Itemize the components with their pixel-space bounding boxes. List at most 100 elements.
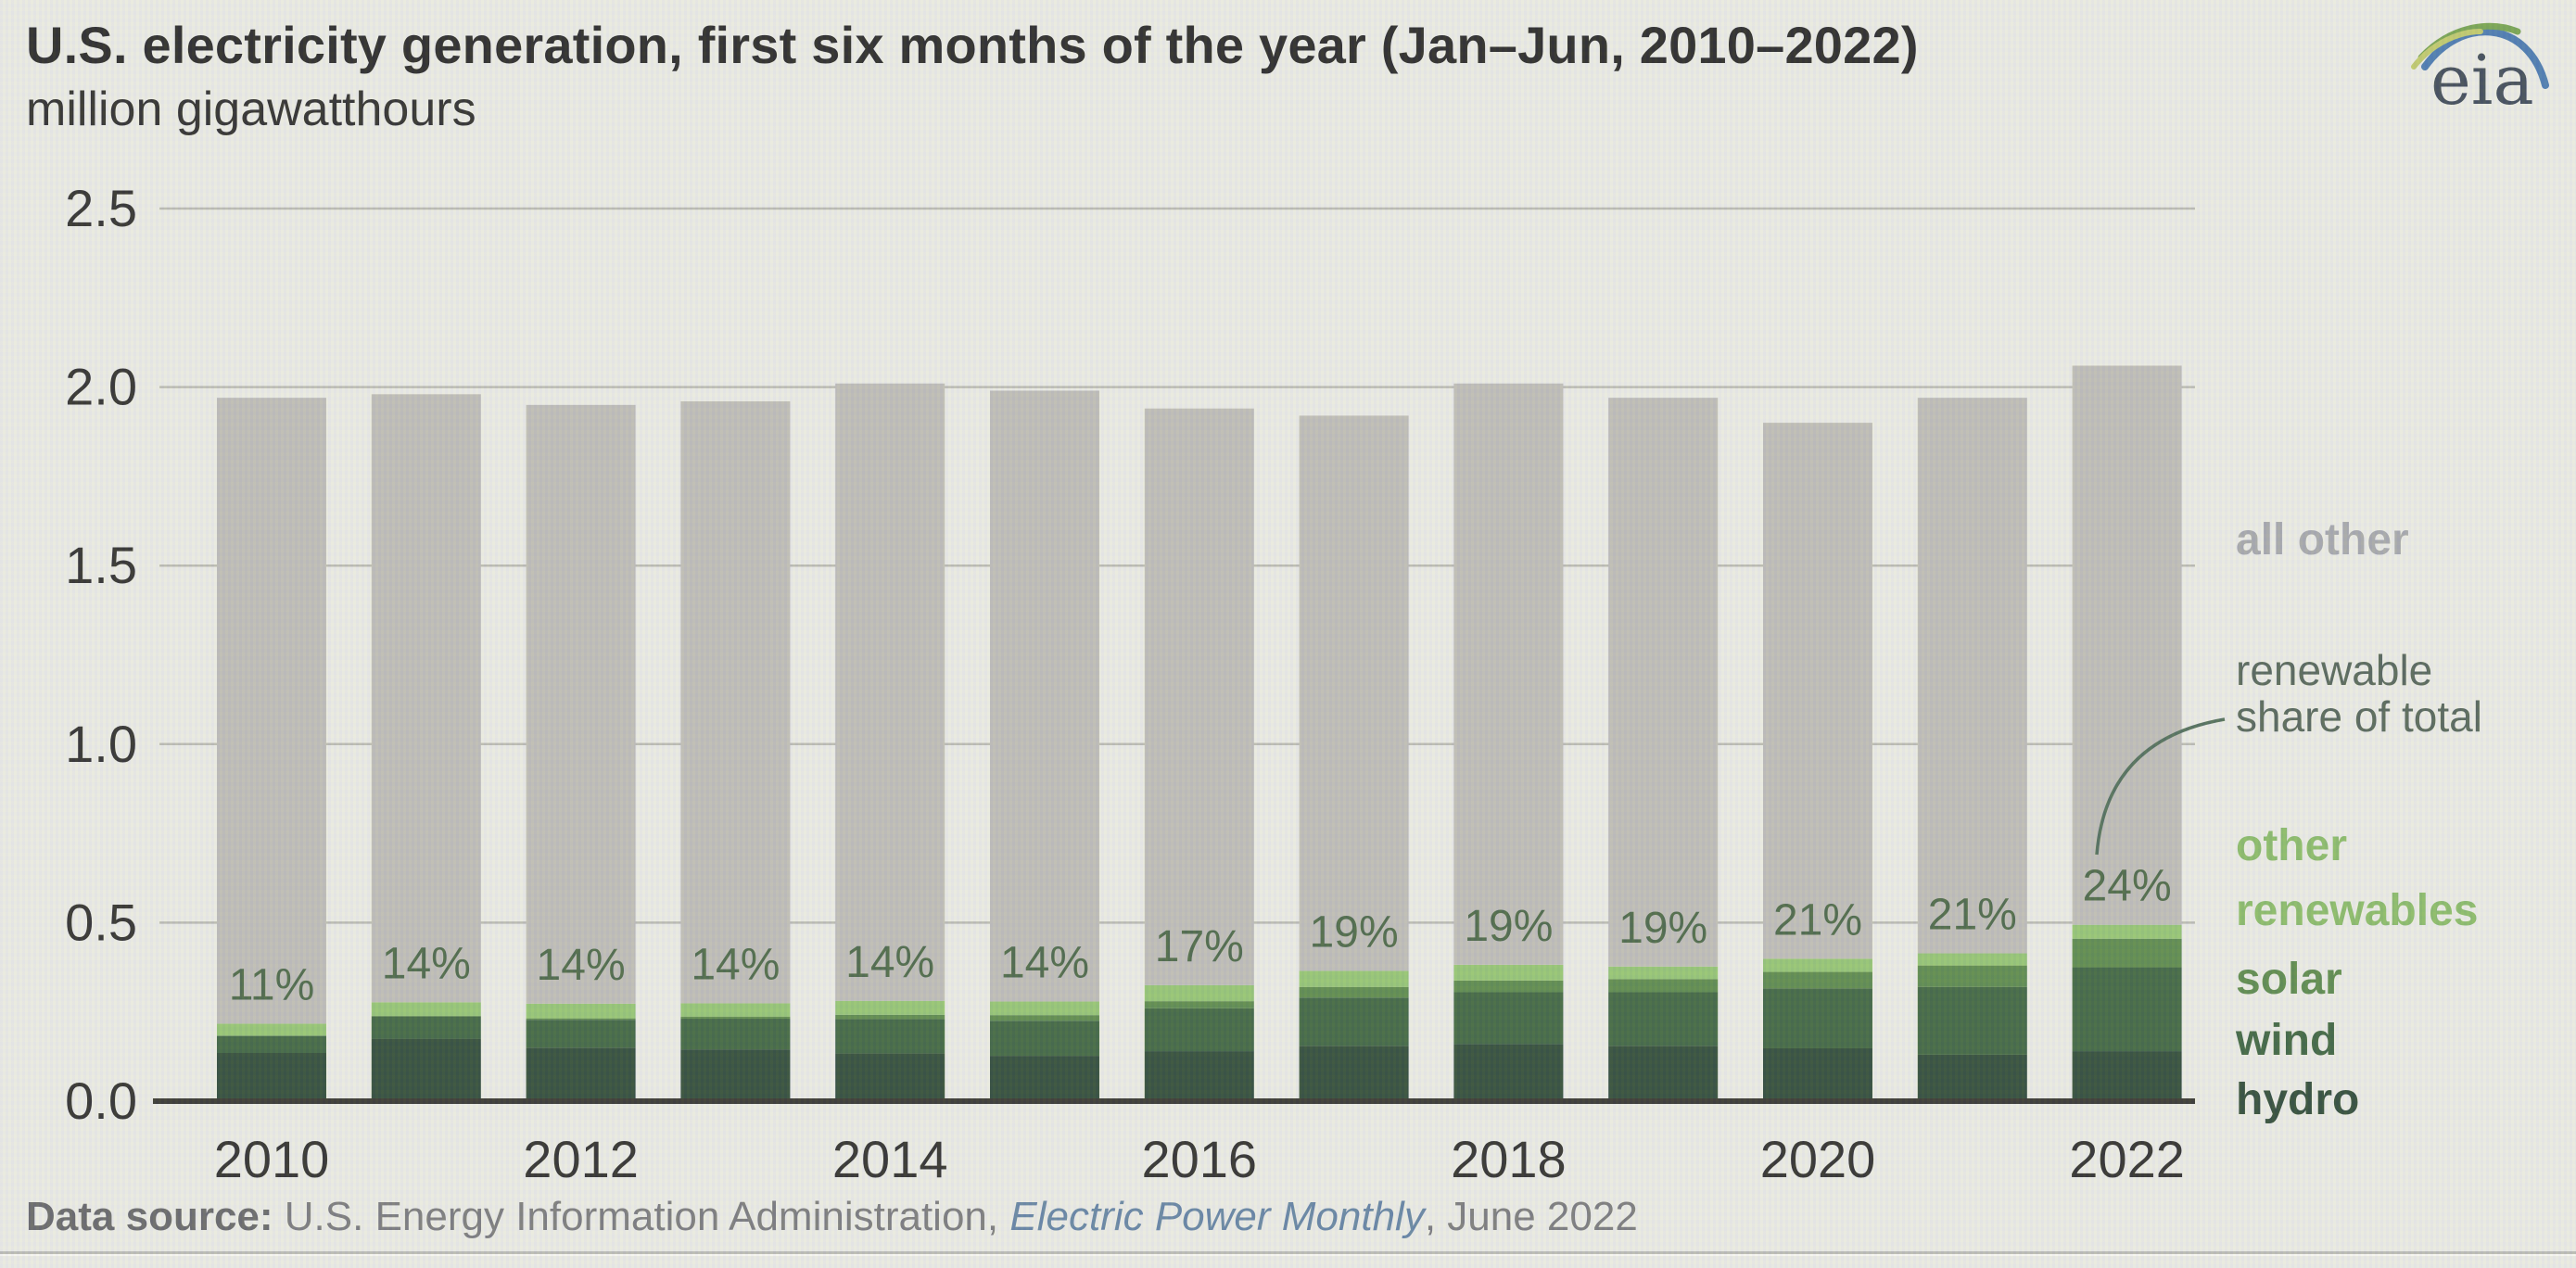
chart-units-subtitle: million gigawatthours xyxy=(26,82,476,136)
bar-segment-other-renewables-2010 xyxy=(217,1023,326,1036)
callout-curve xyxy=(2095,717,2226,856)
bar-segment-hydro-2013 xyxy=(680,1049,791,1101)
bar-segment-wind-2019 xyxy=(1608,992,1719,1046)
bar-segment-all-other-2020 xyxy=(1763,423,1872,959)
bar-segment-other-renewables-2016 xyxy=(1144,984,1254,1002)
bar-segment-other-renewables-2018 xyxy=(1453,964,1564,981)
bar-segment-solar-2014 xyxy=(835,1014,945,1020)
renewable-share-label-2018: 19% xyxy=(1464,902,1553,951)
legend-item-all-other: all other xyxy=(2236,512,2409,569)
bar-segment-all-other-2011 xyxy=(371,394,481,1003)
page-title: U.S. electricity generation, first six m… xyxy=(26,16,1919,74)
x-axis-tick-2020: 2020 xyxy=(1760,1130,1876,1188)
legend-label-wind: wind xyxy=(2236,1016,2338,1065)
bar-segment-solar-2012 xyxy=(526,1018,636,1021)
bar-segment-hydro-2016 xyxy=(1144,1051,1254,1101)
legend-label-other-renewables-line2: renewables xyxy=(2236,886,2479,935)
bar-segment-solar-2010 xyxy=(217,1035,326,1036)
logo-yellow-arc-icon xyxy=(2411,29,2483,70)
bar-segment-hydro-2017 xyxy=(1299,1046,1409,1101)
bar-segment-all-other-2013 xyxy=(680,401,791,1004)
y-axis-tick-1.0: 1.0 xyxy=(65,715,137,773)
x-axis-tick-2018: 2018 xyxy=(1451,1130,1567,1188)
renewable-share-label-2021: 21% xyxy=(1928,891,2017,940)
legend-item-other-renewables: other renewables xyxy=(2236,814,2478,944)
renewable-share-label-2011: 14% xyxy=(382,939,471,988)
bar-segment-solar-2011 xyxy=(371,1015,481,1017)
x-axis-tick-2022: 2022 xyxy=(2069,1130,2185,1188)
bar-segment-wind-2013 xyxy=(680,1019,791,1050)
bar-segment-hydro-2014 xyxy=(835,1053,945,1101)
legend-label-renewable-share-line2: share of total xyxy=(2236,692,2482,741)
bar-segment-wind-2015 xyxy=(990,1021,1099,1057)
data-source-prefix: Data source: xyxy=(26,1194,273,1239)
renewable-share-label-2016: 17% xyxy=(1155,922,1244,971)
logo-blue-arc-icon xyxy=(2421,28,2549,89)
x-axis-tick-2010: 2010 xyxy=(214,1130,330,1188)
y-axis-tick-0.5: 0.5 xyxy=(65,893,137,951)
bar-segment-all-other-2017 xyxy=(1299,415,1409,971)
x-axis-line xyxy=(153,1098,2195,1104)
bar-segment-wind-2017 xyxy=(1299,997,1409,1046)
legend-label-solar: solar xyxy=(2236,955,2342,1004)
legend-label-renewable-share-line1: renewable xyxy=(2236,646,2433,694)
renewable-share-label-2022: 24% xyxy=(2083,862,2172,911)
bar-segment-hydro-2020 xyxy=(1763,1047,1872,1101)
x-axis-tick-2012: 2012 xyxy=(523,1130,639,1188)
bar-segment-hydro-2010 xyxy=(217,1052,326,1101)
bar-segment-wind-2022 xyxy=(2072,967,2182,1052)
bar-segment-other-renewables-2012 xyxy=(526,1003,636,1019)
renewable-share-label-2020: 21% xyxy=(1773,895,1862,945)
bar-segment-solar-2015 xyxy=(990,1015,1099,1021)
bar-segment-all-other-2012 xyxy=(526,404,636,1004)
y-axis-tick-1.5: 1.5 xyxy=(65,536,137,594)
renewable-share-label-2010: 11% xyxy=(229,960,315,1009)
bar-segment-hydro-2015 xyxy=(990,1056,1099,1101)
x-axis-tick-2016: 2016 xyxy=(1142,1130,1258,1188)
data-source-publication: Electric Power Monthly xyxy=(1009,1194,1425,1239)
bar-segment-wind-2020 xyxy=(1763,988,1872,1048)
bar-segment-other-renewables-2020 xyxy=(1763,958,1872,972)
bar-segment-solar-2021 xyxy=(1917,965,2027,987)
bar-segment-solar-2017 xyxy=(1299,986,1409,998)
bar-segment-other-renewables-2011 xyxy=(371,1002,481,1016)
bar-segment-solar-2013 xyxy=(680,1016,791,1020)
bar-segment-other-renewables-2017 xyxy=(1299,970,1409,987)
bar-segment-hydro-2012 xyxy=(526,1047,636,1101)
bar-segment-wind-2010 xyxy=(217,1035,326,1053)
renewable-share-label-2013: 14% xyxy=(691,940,780,989)
x-axis-tick-2014: 2014 xyxy=(832,1130,948,1188)
bar-segment-all-other-2019 xyxy=(1608,398,1719,967)
legend-label-all-other: all other xyxy=(2236,515,2409,564)
bar-segment-other-renewables-2015 xyxy=(990,1001,1099,1016)
bar-segment-hydro-2011 xyxy=(371,1038,481,1101)
bar-segment-wind-2011 xyxy=(371,1016,481,1039)
legend-label-other-renewables-line1: other xyxy=(2236,821,2347,870)
y-axis-tick-0.0: 0.0 xyxy=(65,1071,137,1130)
bar-segment-solar-2020 xyxy=(1763,971,1872,989)
legend-item-hydro: hydro xyxy=(2236,1071,2359,1129)
y-axis-tick-2.0: 2.0 xyxy=(65,358,137,416)
bar-segment-all-other-2014 xyxy=(835,383,945,1001)
bar-segment-other-renewables-2022 xyxy=(2072,924,2182,939)
bar-segment-all-other-2018 xyxy=(1453,383,1564,965)
data-source-text: U.S. Energy Information Administration, xyxy=(273,1194,1010,1239)
y-axis-tick-2.5: 2.5 xyxy=(65,179,137,237)
bar-segment-solar-2016 xyxy=(1144,1001,1254,1008)
bar-segment-all-other-2021 xyxy=(1917,398,2027,954)
bottom-separator xyxy=(0,1251,2576,1254)
data-source-suffix: , June 2022 xyxy=(1424,1194,1638,1239)
bar-segment-all-other-2016 xyxy=(1144,408,1254,985)
bar-segment-other-renewables-2013 xyxy=(680,1003,791,1017)
bar-segment-hydro-2021 xyxy=(1917,1054,2027,1101)
chart-header: U.S. electricity generation, first six m… xyxy=(26,17,1919,137)
bar-segment-wind-2021 xyxy=(1917,986,2027,1055)
bar-segment-all-other-2010 xyxy=(217,398,326,1024)
bar-segment-solar-2022 xyxy=(2072,938,2182,968)
renewable-share-label-2012: 14% xyxy=(537,941,626,990)
eia-logo: eia xyxy=(2411,22,2549,117)
renewable-share-label-2015: 14% xyxy=(1000,939,1089,988)
renewable-share-label-2017: 19% xyxy=(1310,907,1399,957)
bar-segment-solar-2019 xyxy=(1608,979,1719,993)
